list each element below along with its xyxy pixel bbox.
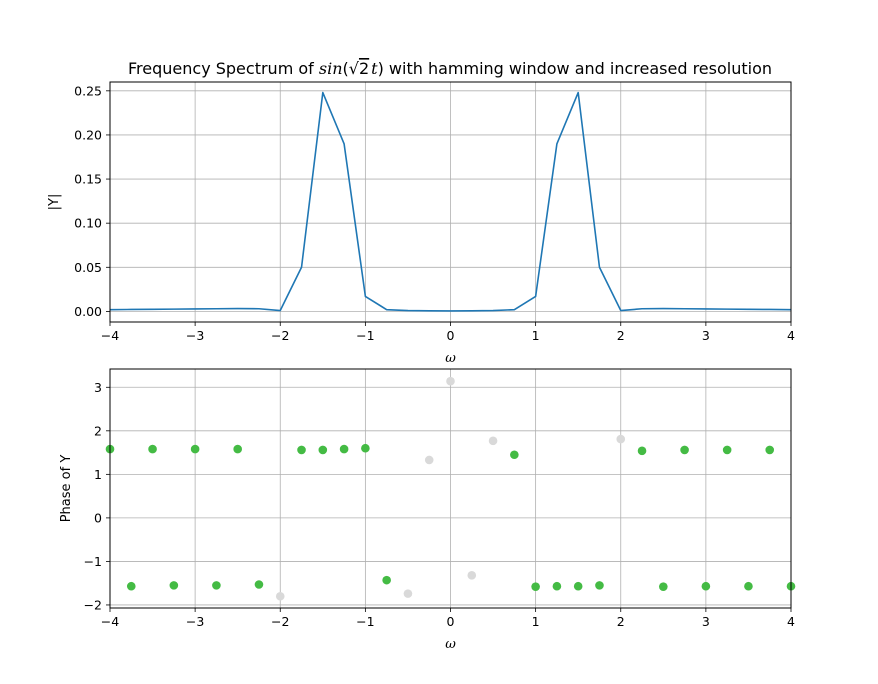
phase-point	[275, 591, 285, 601]
magnitude-y-axis-label: |Y|	[47, 194, 62, 211]
y-tick-label: 0.20	[74, 127, 102, 142]
y-tick-label: 0.15	[74, 172, 102, 187]
magnitude-grid	[109, 82, 792, 322]
x-tick-label: −3	[186, 328, 204, 343]
phase-point	[744, 581, 753, 591]
magnitude-ticks: −4 −3 −2 −1 0 1 2 3 4 0.00 0.05 0.10 0.15 0.20 0.25	[74, 83, 795, 343]
chart-title-variable: t	[371, 59, 378, 78]
chart-title-prefix: Frequency Spectrum of	[128, 59, 319, 78]
x-tick-label: −1	[356, 614, 374, 629]
phase-point	[297, 445, 306, 455]
y-tick-label: −2	[84, 597, 102, 612]
x-tick-label: 4	[787, 328, 795, 343]
x-tick-label: 3	[702, 328, 710, 343]
phase-ticks: −4 −3 −2 −1 0 1 2 3 4 −2 −1 0 1 2 3	[84, 380, 795, 629]
phase-point	[531, 582, 540, 591]
phase-point	[339, 444, 349, 454]
y-tick-label: 3	[94, 380, 102, 395]
x-tick-label: 3	[702, 614, 710, 629]
y-tick-label: 0.10	[74, 216, 102, 231]
y-tick-label: 2	[94, 423, 102, 438]
phase-point	[637, 446, 647, 456]
magnitude-line	[109, 91, 792, 312]
phase-plot: −4 −3 −2 −1 0 1 2 3 4 −2 −1 0 1 2 3 ω Phase of Y	[59, 368, 796, 652]
x-tick-label: 0	[447, 328, 455, 343]
phase-axes-frame	[109, 368, 792, 609]
phase-point	[616, 434, 626, 444]
x-tick-label: −2	[271, 614, 289, 629]
x-tick-label: −4	[101, 328, 119, 343]
y-tick-label: 1	[94, 467, 102, 482]
phase-point	[318, 445, 328, 455]
magnitude-series	[109, 91, 792, 312]
phase-point	[126, 581, 136, 591]
y-tick-label: 0.00	[74, 304, 102, 319]
y-tick-label: 0.05	[74, 260, 102, 275]
phase-point	[190, 444, 200, 454]
phase-x-axis-label: ω	[445, 637, 456, 652]
x-tick-label: −2	[271, 328, 289, 343]
chart-title-open-paren: (	[343, 59, 349, 78]
phase-point	[722, 445, 732, 455]
phase-point	[446, 376, 455, 386]
phase-point	[701, 581, 711, 591]
phase-point	[424, 455, 434, 465]
x-tick-label: −4	[101, 614, 119, 629]
y-tick-label: 0	[94, 510, 102, 525]
phase-point	[169, 581, 179, 590]
phase-point	[488, 436, 498, 446]
phase-point	[552, 581, 562, 591]
chart-title: Frequency Spectrum of sin(√2 t) with hamm…	[128, 59, 772, 78]
phase-point	[680, 445, 689, 455]
x-tick-label: 0	[447, 614, 455, 629]
phase-point	[148, 444, 157, 454]
x-tick-label: 1	[532, 328, 540, 343]
x-tick-label: −1	[356, 328, 374, 343]
phase-point	[765, 445, 775, 455]
phase-point	[659, 582, 668, 591]
magnitude-plot: Frequency Spectrum of sin(√2 t) with hamm…	[47, 59, 795, 366]
magnitude-axes-frame	[109, 81, 792, 323]
magnitude-x-axis-label: ω	[445, 351, 456, 366]
x-tick-label: 2	[617, 614, 625, 629]
phase-point	[595, 581, 604, 590]
phase-point	[212, 581, 221, 590]
x-tick-label: 2	[617, 328, 625, 343]
phase-point	[361, 443, 370, 453]
y-tick-label: −1	[84, 554, 102, 569]
phase-point	[382, 575, 391, 585]
chart-title-function: sin	[319, 59, 343, 78]
chart-title-suffix: with hamming window and increased resolu…	[384, 59, 772, 78]
chart-title-close-paren: )	[378, 59, 384, 78]
phase-point	[573, 581, 583, 591]
phase-point	[254, 580, 264, 589]
phase-point	[403, 589, 413, 598]
phase-point	[233, 444, 242, 454]
phase-point	[467, 571, 477, 580]
phase-y-axis-label: Phase of Y	[59, 455, 74, 523]
phase-point	[510, 450, 519, 460]
phase-series	[105, 376, 796, 601]
x-tick-label: −3	[186, 614, 204, 629]
y-tick-label: 0.25	[74, 83, 102, 98]
x-tick-label: 1	[532, 614, 540, 629]
sqrt-symbol: √	[349, 59, 360, 78]
x-tick-label: 4	[787, 614, 795, 629]
chart-title-radicand: 2	[359, 59, 369, 78]
